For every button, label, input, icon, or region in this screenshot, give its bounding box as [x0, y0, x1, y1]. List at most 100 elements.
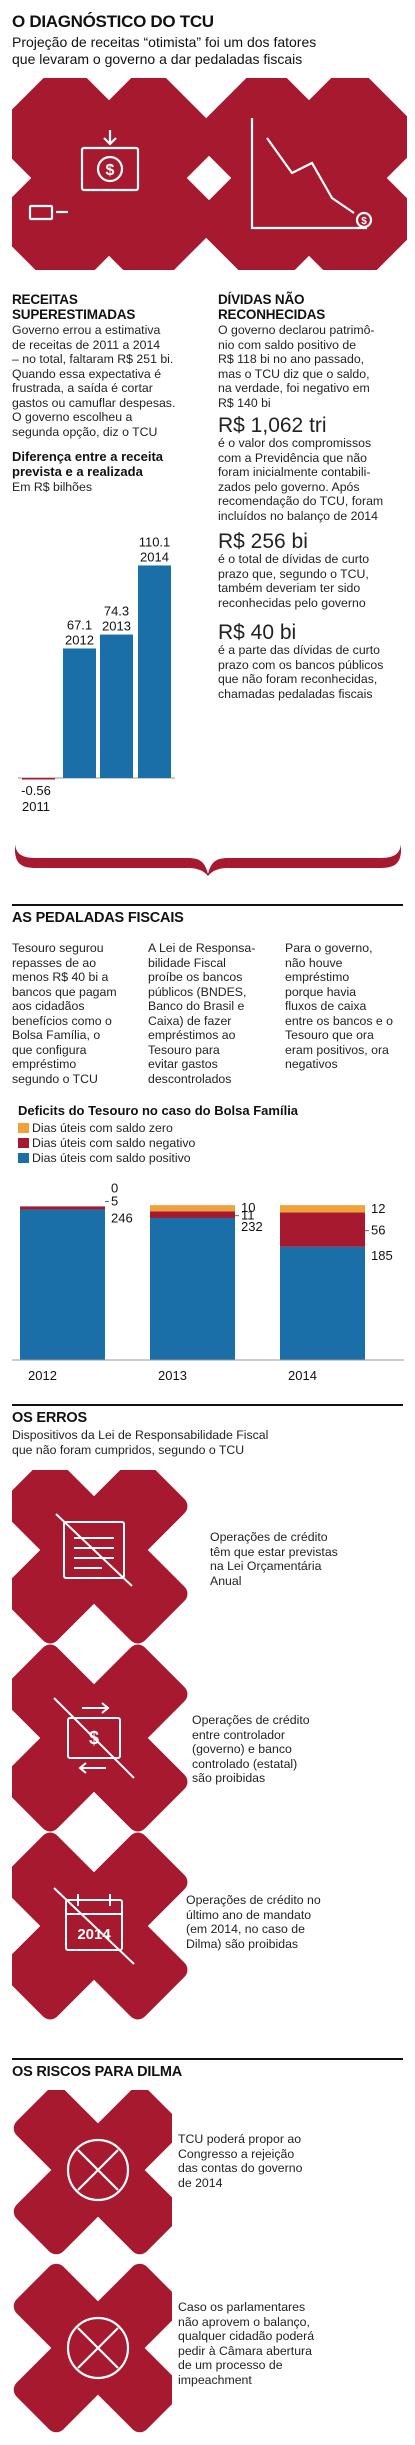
- pedaladas-col-3-line: não houve: [285, 955, 343, 970]
- erro-3-line: Operações de crédito no: [186, 1893, 321, 1907]
- chart2-bar-segment: [20, 1209, 105, 1360]
- receitas-line: O governo escolheu a: [12, 410, 133, 424]
- erro-1-line: Operações de crédito: [210, 1530, 328, 1544]
- dividas-line: mas o TCU diz que o saldo,: [218, 366, 370, 381]
- legend-item-positive: Dias úteis com saldo positivo: [18, 1151, 191, 1165]
- erro-3-text: Operações de crédito no último ano de man…: [186, 1893, 404, 1951]
- chart2-value-label: 232: [241, 1219, 263, 1234]
- pedaladas-col-2-line: bilidade Fiscal: [148, 955, 226, 970]
- section-rule: [12, 904, 403, 906]
- legend-item-negative: Dias úteis com saldo negativo: [18, 1136, 195, 1150]
- erro-2-line: Operações de crédito: [192, 1713, 310, 1727]
- pedaladas-title: AS PEDALADAS FISCAIS: [12, 910, 184, 926]
- pedaladas-col-2: A Lei de Responsa-bilidade Fiscal proíbe …: [148, 941, 278, 1086]
- erros-title: OS ERROS: [12, 1410, 87, 1426]
- erros-desc-2: que não foram cumpridos, segundo o TCU: [12, 1443, 245, 1457]
- riscos-cross-graphic: [13, 2090, 172, 2433]
- risco-2-line: qualquer cidadão poderá: [178, 2329, 315, 2343]
- fact-2-line: prazo que, segundo o TCU,: [218, 566, 369, 581]
- fact-3-value: R$ 40 bi: [218, 621, 297, 644]
- decline-chart-icon: [250, 118, 373, 230]
- pedaladas-col-2-line: empréstimos ao: [148, 1028, 236, 1042]
- fact-1-line: zados pelo governo. Após: [218, 479, 360, 494]
- legend-label-positive: Dias úteis com saldo positivo: [32, 1151, 191, 1165]
- erro-1-line: têm que estar previstas: [210, 1544, 338, 1559]
- receitas-line: – no total, faltaram R$ 251 bi.: [12, 352, 174, 366]
- legend-item-zero: Dias úteis com saldo zero: [18, 1121, 173, 1135]
- chart2-value-label: 11: [241, 1208, 255, 1223]
- dividas-head-2: RECONHECIDAS: [218, 307, 326, 322]
- dividas-line: O governo declarou patrimô-: [218, 323, 375, 337]
- erro-1-text: Operações de crédito têm que estar previs…: [210, 1530, 410, 1588]
- pedaladas-col-1-line: que configura: [12, 1042, 87, 1057]
- erros-desc-1: Dispositivos da Lei de Responsabilidade …: [12, 1428, 269, 1442]
- fact-2-line: reconhecidas pelo governo: [218, 595, 366, 610]
- chart2-value-label: 56: [371, 1223, 385, 1238]
- crossed-document-icon: [55, 1513, 133, 1587]
- pedaladas-col-1-line: menos R$ 40 bi a: [12, 970, 109, 984]
- fact-3-line: chamadas pedaladas fiscais: [218, 686, 373, 701]
- receitas-line: Governo errou a estimativa: [12, 323, 161, 337]
- svg-text:2014: 2014: [77, 1926, 111, 1943]
- risco-2-text: Caso os parlamentares não aprovem o balan…: [178, 2300, 403, 2387]
- pedaladas-col-1-line: empréstimo: [12, 1057, 77, 1071]
- chart2-bar-segment: [150, 1218, 235, 1360]
- fact-2-text: é o total de dívidas de curto prazo que, …: [218, 552, 408, 610]
- chart1-tick-label: 2014: [140, 549, 169, 564]
- risco-2-line: impeachment: [178, 2372, 252, 2387]
- pedaladas-col-1: Tesouro segurou repasses de ao menos R$ 40…: [12, 941, 140, 1086]
- dividas-line: R$ 118 bi no ano passado,: [218, 352, 365, 366]
- fact-3-text: é a parte das dívidas de curto prazo com …: [218, 643, 408, 701]
- chart1-title-2: prevista e a realizada: [12, 464, 143, 479]
- erro-2-text: Operações de crédito entre controlador (go…: [192, 1713, 402, 1786]
- chart1-bar: [100, 634, 133, 778]
- pedaladas-col-3-line: eram positivos, ora: [285, 1042, 389, 1057]
- risco-1-line: de 2014: [178, 2175, 223, 2190]
- chart2-value-label: 10: [241, 1200, 255, 1215]
- chart1-value-label: 110.1: [139, 534, 171, 549]
- chart1-value-label: -0.56: [21, 783, 51, 798]
- dividas-head-1: DÍVIDAS NÃO: [218, 292, 305, 307]
- section-rule: [12, 2058, 403, 2060]
- subtitle-line-1: Projeção de receitas “otimista” foi um d…: [12, 34, 317, 50]
- chart2-value-label: 185: [371, 1248, 393, 1263]
- chart2-bar-segment: [150, 1211, 235, 1219]
- dividas-line: R$ 140 bi: [218, 395, 271, 410]
- chart1-ylabel: Em R$ bilhões: [12, 480, 92, 494]
- pedaladas-col-1-line: bancos que pagam: [12, 984, 117, 999]
- legend-label-zero: Dias úteis com saldo zero: [32, 1121, 173, 1135]
- chart2-bar-segment: [280, 1212, 365, 1247]
- chart1-tick-label: 2011: [22, 799, 50, 814]
- chart1-tick-label: 2013: [102, 619, 131, 634]
- pedaladas-col-2-line: Caixa) de fazer: [148, 1013, 232, 1028]
- fact-2-line: também deveriam ter sido: [218, 581, 361, 595]
- fact-1-text: é o valor dos compromissos com a Previdên…: [218, 436, 408, 523]
- risco-2-line: pedir à Câmara abertura: [178, 2343, 312, 2358]
- fact-3-line: prazo com os bancos públicos: [218, 657, 384, 672]
- fact-3-line: é a parte das dívidas de curto: [218, 643, 381, 657]
- chart2-tick-label: 2014: [288, 1368, 317, 1383]
- svg-text:$: $: [361, 216, 367, 227]
- fact-1-line: recomendação do TCU, foram: [218, 494, 384, 508]
- crossed-circle-icon: [66, 2316, 130, 2380]
- pedaladas-col-3: Para o governo, não houve empréstimo porque…: [285, 941, 410, 1072]
- erro-2-line: controlado (estatal): [192, 1756, 298, 1771]
- chart2-tick-label: 2012: [28, 1368, 57, 1383]
- crossed-circle-icon: [66, 2138, 130, 2202]
- dividas-line: na verdade, foi negativo em: [218, 381, 370, 395]
- pedaladas-col-3-line: Para o governo,: [285, 941, 373, 955]
- risco-1-line: das contas do governo: [178, 2161, 303, 2175]
- receitas-head-1: RECEITAS: [12, 292, 78, 307]
- pedaladas-col-2-line: Tesouro para: [148, 1042, 220, 1057]
- risco-1-line: Congresso a rejeição: [178, 2146, 295, 2161]
- legend-label-negative: Dias úteis com saldo negativo: [32, 1136, 196, 1150]
- receitas-line: frustrada, a saída é cortar: [12, 381, 153, 395]
- fact-1-line: é o valor dos compromissos: [218, 436, 372, 450]
- fact-1-value: R$ 1,062 tri: [218, 414, 327, 437]
- erro-2-line: entre controlador: [192, 1727, 285, 1742]
- chart1-value-label: 74.3: [104, 604, 129, 619]
- chart1-bar: [63, 648, 96, 778]
- chart1-tick-label: 2012: [65, 632, 94, 647]
